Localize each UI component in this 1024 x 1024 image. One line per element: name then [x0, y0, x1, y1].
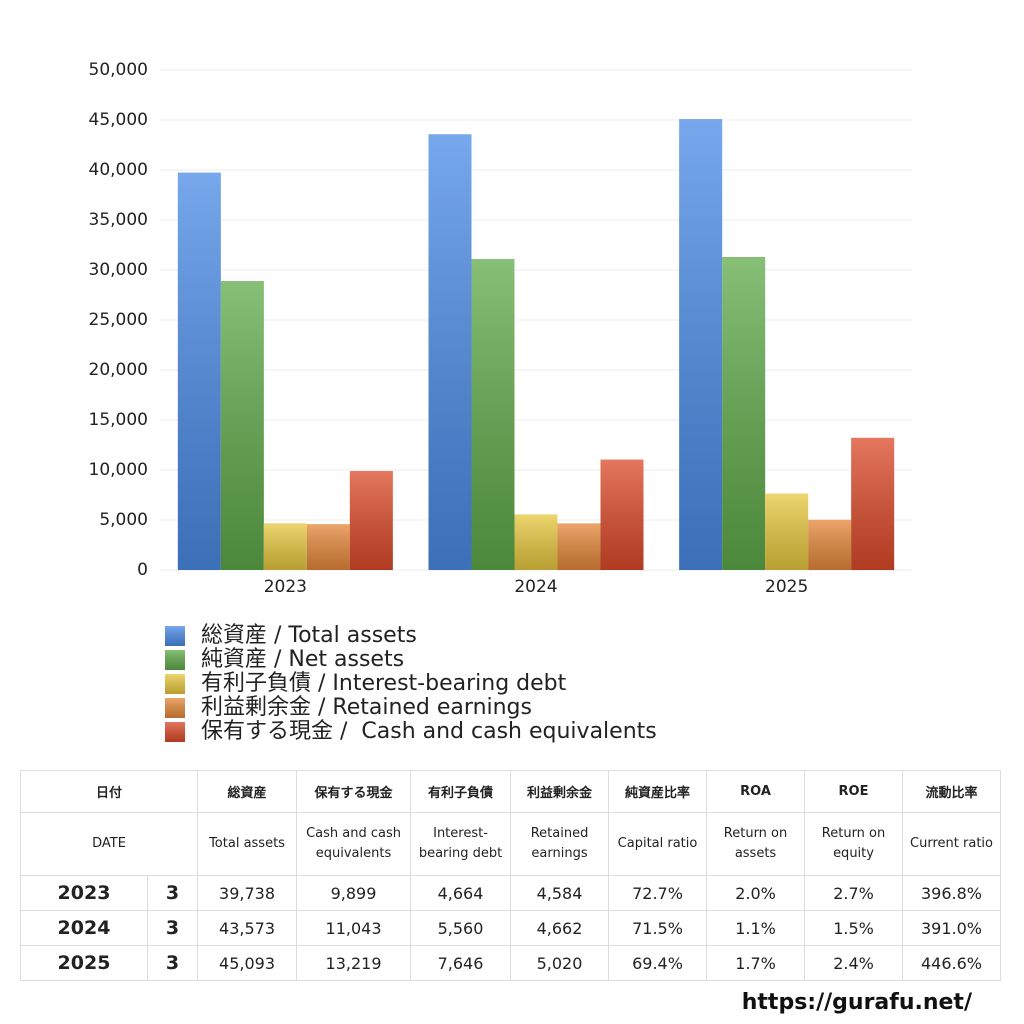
- table-cell: ROE: [804, 770, 904, 813]
- y-tick-label: 45,000: [89, 110, 148, 130]
- table-cell: Capital ratio: [608, 812, 708, 876]
- table-cell: 2.0%: [706, 875, 806, 911]
- legend-swatch-shade: [165, 674, 185, 694]
- table-cell: 2.4%: [804, 945, 904, 981]
- table-cell: 3: [146, 875, 199, 911]
- legend-swatch-shade: [165, 698, 185, 718]
- bar-shade: [514, 514, 558, 570]
- bar-shade: [765, 493, 809, 570]
- header-row: DATE Total assets Cash and cash equivalent…: [19, 812, 1002, 876]
- table-cell: Total assets: [197, 812, 298, 876]
- bar-shade: [263, 523, 307, 570]
- table-cell: ROA: [706, 770, 806, 813]
- table-cell: 5,020: [510, 945, 610, 981]
- table-cell: 4,584: [510, 875, 610, 911]
- bar-shade: [306, 524, 350, 570]
- table-cell: 2024: [20, 910, 148, 946]
- table-cell: 保有する現金: [296, 770, 412, 813]
- table-cell: 4,662: [510, 910, 610, 946]
- bar-shade: [851, 437, 895, 570]
- table-cell: 39,738: [197, 875, 298, 911]
- table-cell: 43,573: [197, 910, 298, 946]
- table-cell: 71.5%: [608, 910, 708, 946]
- y-tick-label: 15,000: [89, 410, 148, 430]
- y-tick-label: 0: [137, 560, 148, 580]
- bar-shade: [177, 172, 221, 570]
- bar-shade: [220, 281, 264, 570]
- table-cell: Retained earnings: [510, 812, 610, 876]
- table-cell: 4,664: [410, 875, 512, 911]
- table-cell: 5,560: [410, 910, 512, 946]
- table-cell: 396.8%: [902, 875, 1002, 911]
- table-cell: 3: [146, 910, 199, 946]
- y-tick-label: 5,000: [99, 510, 148, 530]
- bar-shade: [600, 459, 644, 570]
- y-tick-label: 25,000: [89, 310, 148, 330]
- legend-label: 保有する現金 / Cash and cash equivalents: [201, 719, 657, 744]
- bar-shade: [808, 519, 852, 570]
- bar-shade: [557, 523, 601, 570]
- table-cell: Interest-bearing debt: [410, 812, 512, 876]
- y-tick-label: 30,000: [89, 260, 148, 280]
- table-cell: Return on assets: [706, 812, 806, 876]
- table-cell: Cash and cash equivalents: [296, 812, 412, 876]
- table-cell: Current ratio: [902, 812, 1002, 876]
- y-tick-label: 35,000: [89, 210, 148, 230]
- chart: 0 5,000 10,000 15,000 20,000 25,000 30,000 35,0…: [89, 60, 912, 744]
- x-tick-label: 2025: [765, 577, 808, 597]
- table-cell: 有利子負債: [410, 770, 512, 813]
- data-row: 2023 3 39,738 9,899 4,664 4,584 72.7% 2.0% 2.7% 3…: [20, 875, 1002, 911]
- header-row: 日付 総資産 保有する現金 有利子負債 利益剰余金 純資産比率 ROA ROE 流動比率: [19, 770, 1002, 813]
- table-cell: 利益剰余金: [510, 770, 610, 813]
- y-tick-label: 20,000: [89, 360, 148, 380]
- table-cell: 日付: [19, 770, 199, 813]
- legend-swatch-shade: [165, 626, 185, 646]
- data-row: 2025 3 45,093 13,219 7,646 5,020 69.4% 1.7% 2.4%…: [20, 945, 1002, 981]
- table-cell: 69.4%: [608, 945, 708, 981]
- bar-shade: [722, 257, 766, 570]
- legend-label: 総資産 / Total assets: [201, 623, 417, 648]
- x-tick-label: 2024: [514, 577, 557, 597]
- table-cell: 純資産比率: [608, 770, 708, 813]
- table-cell: 流動比率: [902, 770, 1002, 813]
- y-tick-label: 40,000: [89, 160, 148, 180]
- table-cell: 2.7%: [804, 875, 904, 911]
- table-cell: 1.1%: [706, 910, 806, 946]
- table-cell: 3: [146, 945, 199, 981]
- table-cell: 2025: [20, 945, 148, 981]
- footer-url: https://gurafu.net/: [741, 990, 972, 1015]
- table-cell: 7,646: [410, 945, 512, 981]
- table-cell: 1.5%: [804, 910, 904, 946]
- table-cell: 72.7%: [608, 875, 708, 911]
- table-cell: 11,043: [296, 910, 412, 946]
- table-cell: DATE: [19, 812, 199, 876]
- legend-swatch-shade: [165, 650, 185, 670]
- table-cell: 総資産: [197, 770, 298, 813]
- data-table: 日付 総資産 保有する現金 有利子負債 利益剰余金 純資産比率 ROA ROE 流動比率 DATE…: [19, 770, 1002, 981]
- table-cell: 2023: [20, 875, 148, 911]
- x-tick-label: 2023: [264, 577, 307, 597]
- table-cell: Return on equity: [804, 812, 904, 876]
- data-row: 2024 3 43,573 11,043 5,560 4,662 71.5% 1.1% 1.5%…: [20, 910, 1002, 946]
- legend-label: 利益剰余金 / Retained earnings: [201, 695, 532, 720]
- table-cell: 9,899: [296, 875, 412, 911]
- y-tick-label: 50,000: [89, 60, 148, 80]
- table-cell: 391.0%: [902, 910, 1002, 946]
- legend-label: 有利子負債 / Interest-bearing debt: [201, 671, 567, 696]
- legend-label: 純資産 / Net assets: [201, 647, 404, 672]
- bar-shade: [679, 119, 723, 570]
- bar-shade: [471, 259, 515, 570]
- bar-shade: [349, 471, 393, 570]
- table-cell: 13,219: [296, 945, 412, 981]
- table-cell: 45,093: [197, 945, 298, 981]
- table-cell: 1.7%: [706, 945, 806, 981]
- legend-swatch-shade: [165, 722, 185, 742]
- bar-shade: [428, 134, 472, 570]
- y-tick-label: 10,000: [89, 460, 148, 480]
- table-cell: 446.6%: [902, 945, 1002, 981]
